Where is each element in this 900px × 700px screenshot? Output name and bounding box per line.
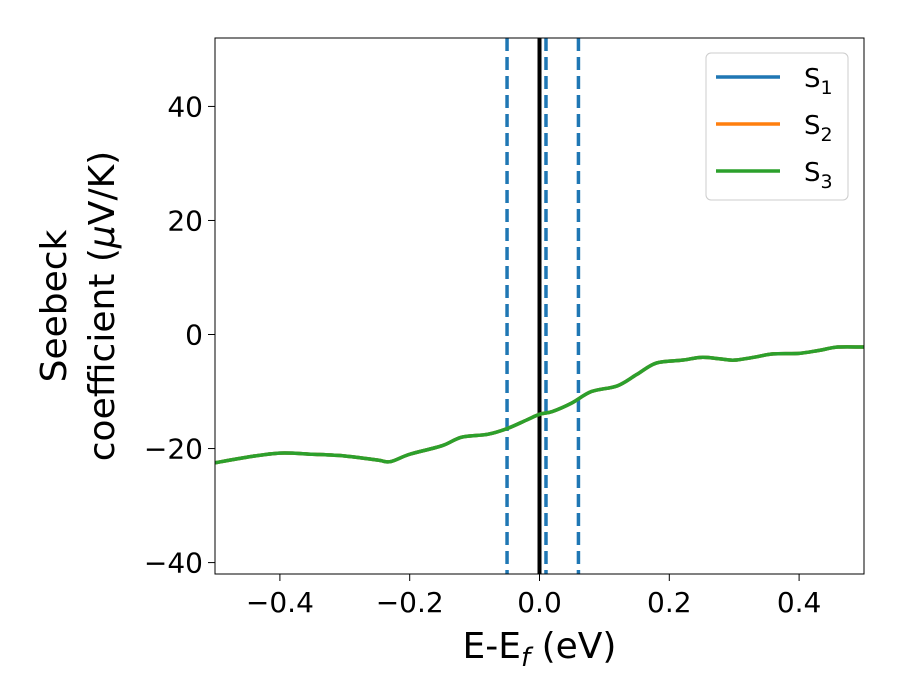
legend-label-1: S1 xyxy=(804,64,833,99)
reference-lines xyxy=(505,38,581,574)
x-axis-label: E-Ef (eV) xyxy=(463,626,617,673)
x-axis: −0.4 −0.2 0.0 0.2 0.4 xyxy=(246,574,821,619)
x-tick-label: −0.2 xyxy=(376,586,444,619)
y-axis: −40 −20 0 20 40 xyxy=(144,90,215,580)
y-tick-label: 0 xyxy=(185,319,203,352)
y-axis-label-line2: coefficient (μV/K) xyxy=(82,151,123,461)
y-tick-label: 40 xyxy=(167,90,203,123)
x-tick-label: −0.4 xyxy=(246,586,314,619)
x-tick-label: 0.4 xyxy=(777,586,822,619)
legend-label-3: S3 xyxy=(804,158,833,193)
legend: S1 S2 S3 xyxy=(705,52,849,201)
x-tick-label: 0.2 xyxy=(647,586,692,619)
series-lines xyxy=(215,345,864,465)
legend-label-2: S2 xyxy=(804,111,833,146)
y-tick-label: −20 xyxy=(144,433,203,466)
x-tick-label: 0.0 xyxy=(517,586,562,619)
y-axis-label: Seebeck coefficient (μV/K) xyxy=(34,151,123,461)
legend-box xyxy=(705,52,849,201)
series-line-3 xyxy=(215,345,864,465)
y-axis-label-line1: Seebeck xyxy=(34,229,75,382)
y-tick-label: 20 xyxy=(167,204,203,237)
y-tick-label: −40 xyxy=(144,547,203,580)
